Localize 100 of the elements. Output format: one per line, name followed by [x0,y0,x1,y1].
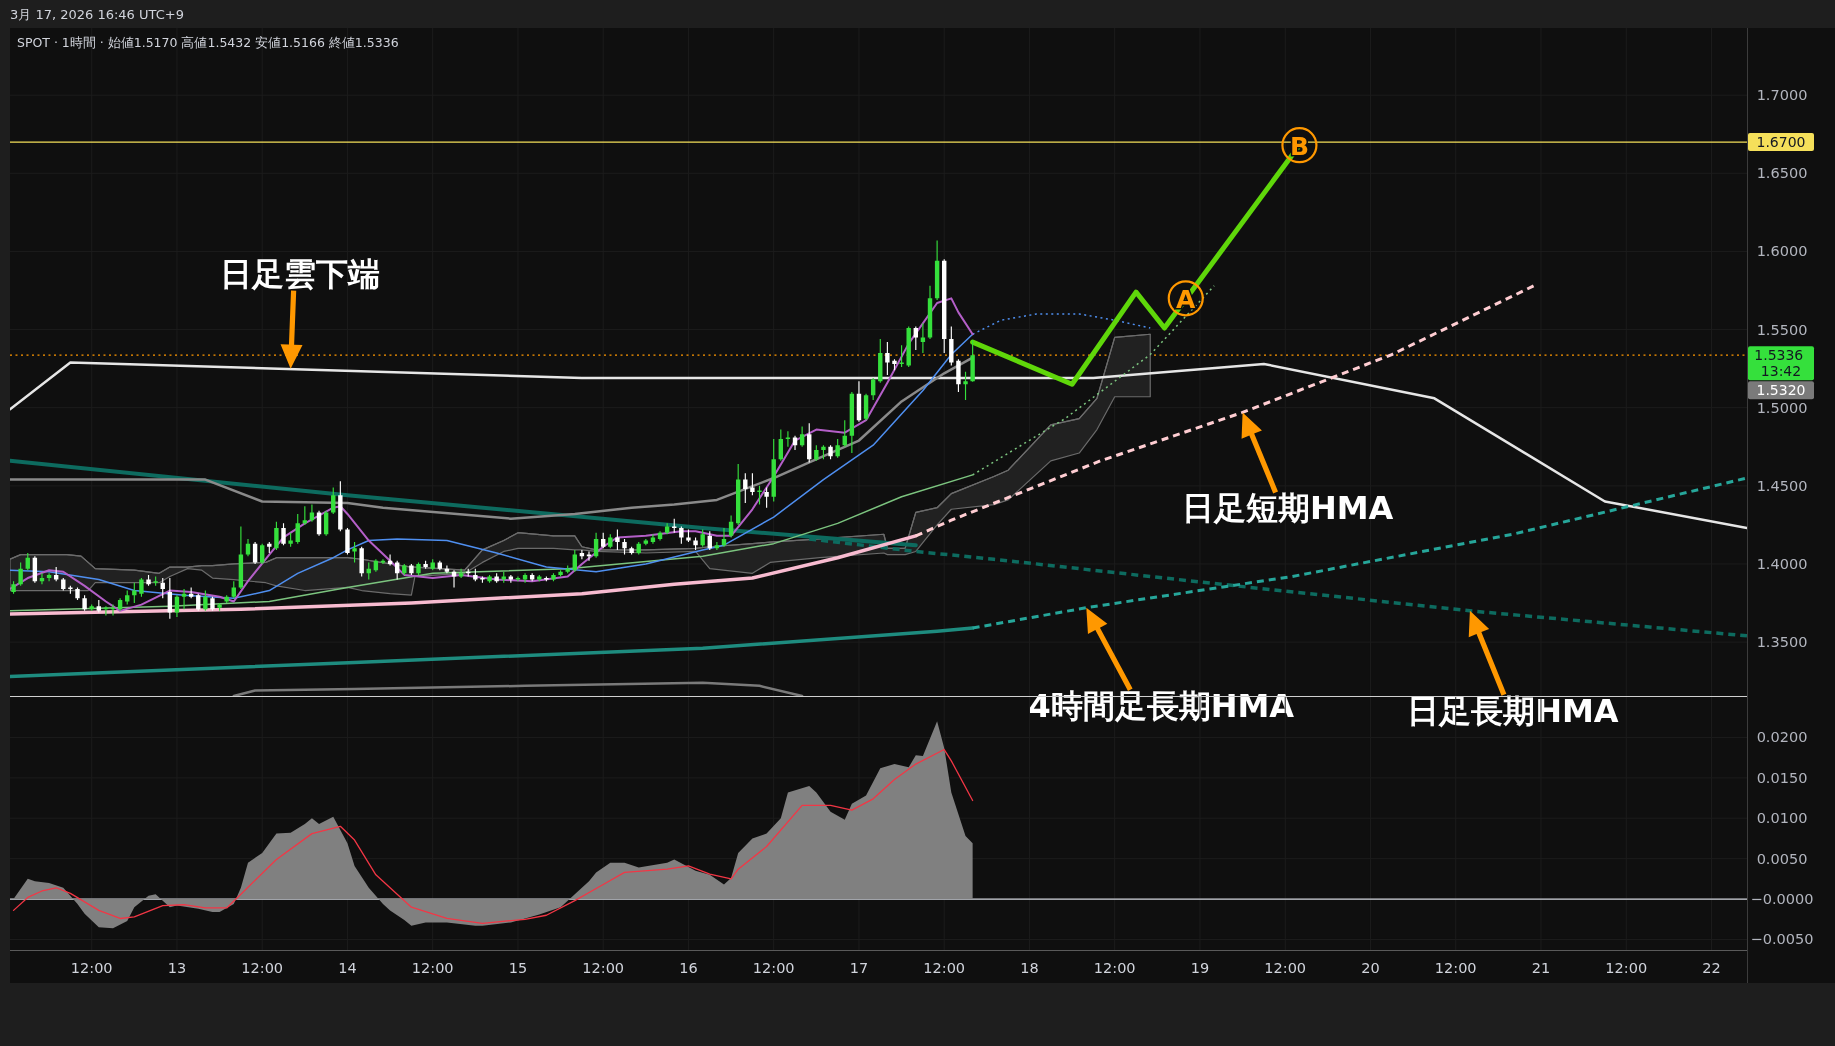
x-tick-label: 12:00 [1605,960,1648,976]
line-series [10,297,974,612]
ref-line-label: 1.6700 [1756,134,1806,151]
candlestick [956,359,961,393]
candlestick [700,529,705,547]
candlestick [856,381,862,422]
candlestick [210,596,215,611]
candlestick [814,445,819,461]
text: 1.5320 [1756,382,1806,399]
candlestick [672,518,677,533]
x-tick-label: 12:00 [582,960,625,976]
candlestick [146,574,151,586]
candlestick [451,570,457,588]
x-tick-label: 17 [849,960,869,976]
x-tick-label: 12:00 [1093,960,1136,976]
candlestick [423,560,428,569]
candlestick [274,521,279,550]
annotation: 日足短期HMA [1181,489,1394,528]
candlestick [96,599,102,613]
candlestick [75,587,80,600]
candlestick [82,595,87,611]
candlestick [245,538,251,557]
candlestick [735,463,741,525]
candlestick [224,595,229,604]
y-tick-label: −0.0000 [1750,891,1814,908]
candlestick [693,537,698,550]
candlestick [849,392,855,454]
candlestick [764,487,769,508]
candlestick [473,568,478,582]
x-tick-label: 12:00 [752,960,795,976]
candlestick [260,543,265,564]
candlestick [231,581,236,599]
candlestick [664,523,670,535]
candlestick [323,510,329,536]
candlestick [39,573,45,585]
candlestick [416,562,421,575]
y-tick-label: 1.6500 [1756,165,1808,182]
candlestick [899,345,904,368]
x-tick-label: 20 [1361,960,1380,976]
x-tick-label: 12:00 [923,960,966,976]
candlestick [792,435,798,450]
candlestick [551,573,556,582]
candlestick [906,326,911,368]
candlestick [721,528,727,547]
candlestick [949,326,954,366]
y-tick-label: −0.0050 [1750,931,1814,948]
candlestick [807,423,812,463]
candlestick [345,528,350,555]
candlestick [927,285,933,339]
candlestick [544,576,549,582]
candlestick [601,532,606,549]
candlestick [515,576,521,582]
y-tick-label: 0.0100 [1756,810,1808,827]
candlestick [743,473,748,504]
candlestick [828,445,833,460]
candlestick [821,445,826,460]
x-tick-label: 12:00 [411,960,454,976]
candlestick [629,546,634,555]
candlestick [615,529,620,550]
y-tick-label: 0.0050 [1756,850,1808,867]
candlestick [32,556,38,583]
candlestick [529,573,535,582]
candlestick [892,359,897,371]
y-tick-label: 1.5000 [1756,399,1808,416]
x-tick-label: 12:00 [1264,960,1307,976]
candlestick [799,426,805,447]
candlestick [508,574,514,583]
candlestick [657,531,663,541]
candlestick [309,504,315,522]
line-series [10,626,975,679]
annotation: 日足雲下端 [219,254,380,293]
candlestick [394,560,400,580]
candlestick [558,570,563,577]
x-tick-label: 13 [167,960,187,976]
candlestick [316,510,322,536]
candlestick [217,603,222,611]
annotation: 日足長期HMA [1407,691,1619,730]
candlestick [835,438,840,458]
line-series [10,534,918,616]
candlestick [480,576,485,583]
line-series [12,748,974,924]
y-tick-label: 1.3500 [1756,634,1808,651]
ref-line-label: 1.5336 13:42 [1754,347,1808,380]
candlestick [942,259,947,354]
candlestick [622,538,627,555]
chart-title: 3月 17, 2026 16:46 UTC+9 [10,6,184,22]
candlestick [181,588,187,610]
candlestick [110,604,116,616]
candlestick [11,581,16,594]
candlestick [18,562,23,586]
candlestick [352,542,357,563]
text: SPOT · 1時間 · 始値1.5170 高値1.5432 安値1.5166 終値1.5336 [17,34,399,50]
candlestick [771,438,776,502]
candlestick [750,473,755,496]
x-tick-label: 14 [338,960,357,976]
line-series [971,476,1747,630]
x-tick-label: 12:00 [70,960,113,976]
x-tick-label: 19 [1190,960,1210,976]
candlestick [409,563,414,575]
x-tick-label: 22 [1702,960,1721,976]
